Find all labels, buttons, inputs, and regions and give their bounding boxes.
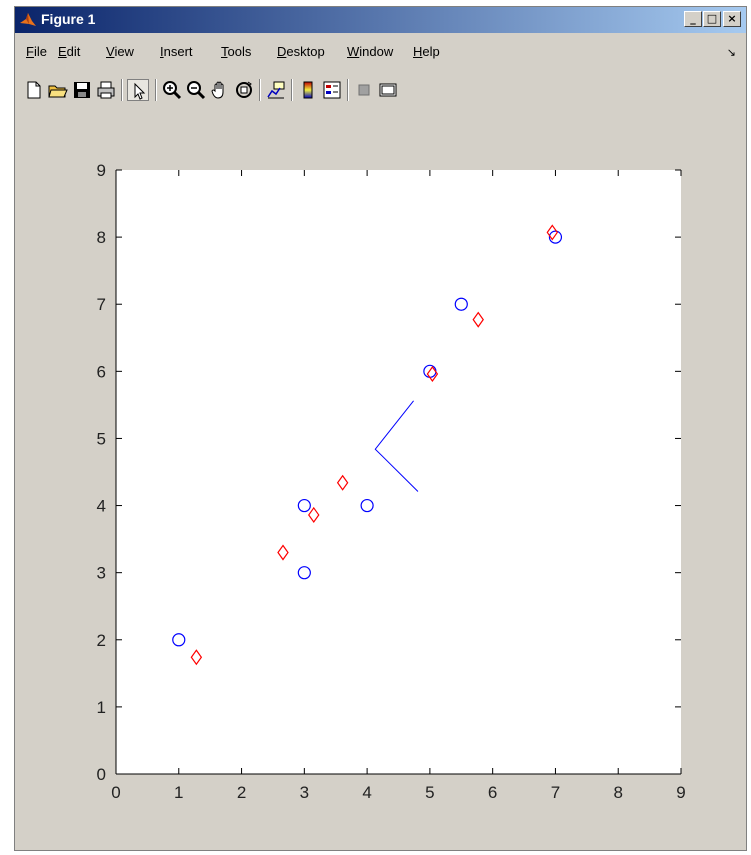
x-tick-label: 5 [425, 783, 434, 802]
edit-plot-arrow-icon[interactable] [127, 79, 149, 101]
hide-plot-tools-icon[interactable] [353, 79, 375, 101]
circle-marker [454, 297, 468, 311]
x-tick-label: 3 [300, 783, 309, 802]
x-tick-label: 1 [174, 783, 183, 802]
menu-help[interactable]: Help [413, 44, 440, 59]
diamond-marker [190, 649, 203, 666]
data-cursor-icon[interactable] [265, 79, 287, 101]
y-tick-label: 9 [97, 161, 106, 180]
y-tick-label: 2 [97, 631, 106, 650]
toolbar-separator [347, 79, 349, 101]
y-tick-label: 3 [97, 564, 106, 583]
circle-marker [297, 498, 311, 513]
x-tick-label: 6 [488, 783, 497, 802]
y-tick-label: 4 [97, 497, 106, 516]
menu-window[interactable]: Window [347, 44, 394, 59]
legend-icon[interactable] [321, 79, 343, 101]
y-axis-ticks: 0 1 2 3 4 5 6 7 8 9 [97, 161, 681, 784]
zoom-out-icon[interactable] [185, 79, 207, 101]
dock-arrow-icon[interactable]: ↘ [726, 47, 736, 59]
maximize-button[interactable]: □ [703, 11, 721, 27]
diamond-marker [308, 506, 320, 523]
menu-insert[interactable]: Insert [160, 44, 193, 59]
toolbar-separator [291, 79, 293, 101]
x-axis-ticks: 0 1 2 3 4 5 6 7 8 9 [111, 170, 686, 802]
y-tick-label: 6 [97, 362, 106, 381]
x-tick-label: 8 [613, 783, 622, 802]
open-folder-icon[interactable] [47, 79, 69, 101]
toolbar-separator [259, 79, 261, 101]
circle-marker [172, 633, 186, 647]
window-title: Figure 1 [41, 11, 96, 27]
circle-marker [297, 566, 311, 580]
menu-view[interactable]: View [106, 44, 134, 59]
diamond-marker [277, 544, 289, 561]
title-bar[interactable]: Figure 1 _ □ × [15, 7, 746, 33]
print-icon[interactable] [95, 79, 117, 101]
scatter-series [172, 224, 563, 666]
figure-toolbar [15, 77, 746, 105]
toolbar-separator [155, 79, 157, 101]
new-figure-icon[interactable] [23, 79, 45, 101]
show-plot-tools-icon[interactable] [377, 79, 399, 101]
circle-marker [360, 498, 374, 513]
diamond-marker [472, 311, 484, 328]
save-icon[interactable] [71, 79, 93, 101]
y-tick-label: 1 [97, 698, 106, 717]
menu-tools[interactable]: Tools [221, 44, 252, 59]
y-tick-label: 8 [97, 228, 106, 247]
menu-file[interactable]: File [26, 44, 47, 59]
menu-edit[interactable]: Edit [58, 44, 81, 59]
menu-desktop[interactable]: Desktop [277, 44, 325, 59]
rotate-3d-icon[interactable] [233, 79, 255, 101]
diamond-marker [426, 365, 439, 383]
pan-hand-icon[interactable] [209, 79, 231, 101]
line-segment [374, 400, 419, 492]
diamond-marker [546, 224, 559, 241]
x-tick-label: 9 [676, 783, 685, 802]
x-tick-label: 7 [551, 783, 560, 802]
x-tick-label: 0 [111, 783, 120, 802]
colorbar-icon[interactable] [297, 79, 319, 101]
y-tick-label: 7 [97, 295, 106, 314]
line-series [374, 400, 419, 492]
circle-marker [548, 230, 563, 244]
x-tick-label: 2 [237, 783, 246, 802]
matlab-icon [20, 13, 36, 26]
menu-bar: File Edit View Insert Tools Desktop Wind… [15, 43, 746, 63]
x-tick-label: 4 [362, 783, 371, 802]
toolbar-separator [121, 79, 123, 101]
y-tick-label: 5 [97, 429, 106, 448]
close-button[interactable]: × [723, 11, 741, 27]
zoom-in-icon[interactable] [161, 79, 183, 101]
diamond-marker [336, 474, 349, 491]
y-tick-label: 0 [97, 765, 106, 784]
minimize-button[interactable]: _ [684, 11, 702, 27]
